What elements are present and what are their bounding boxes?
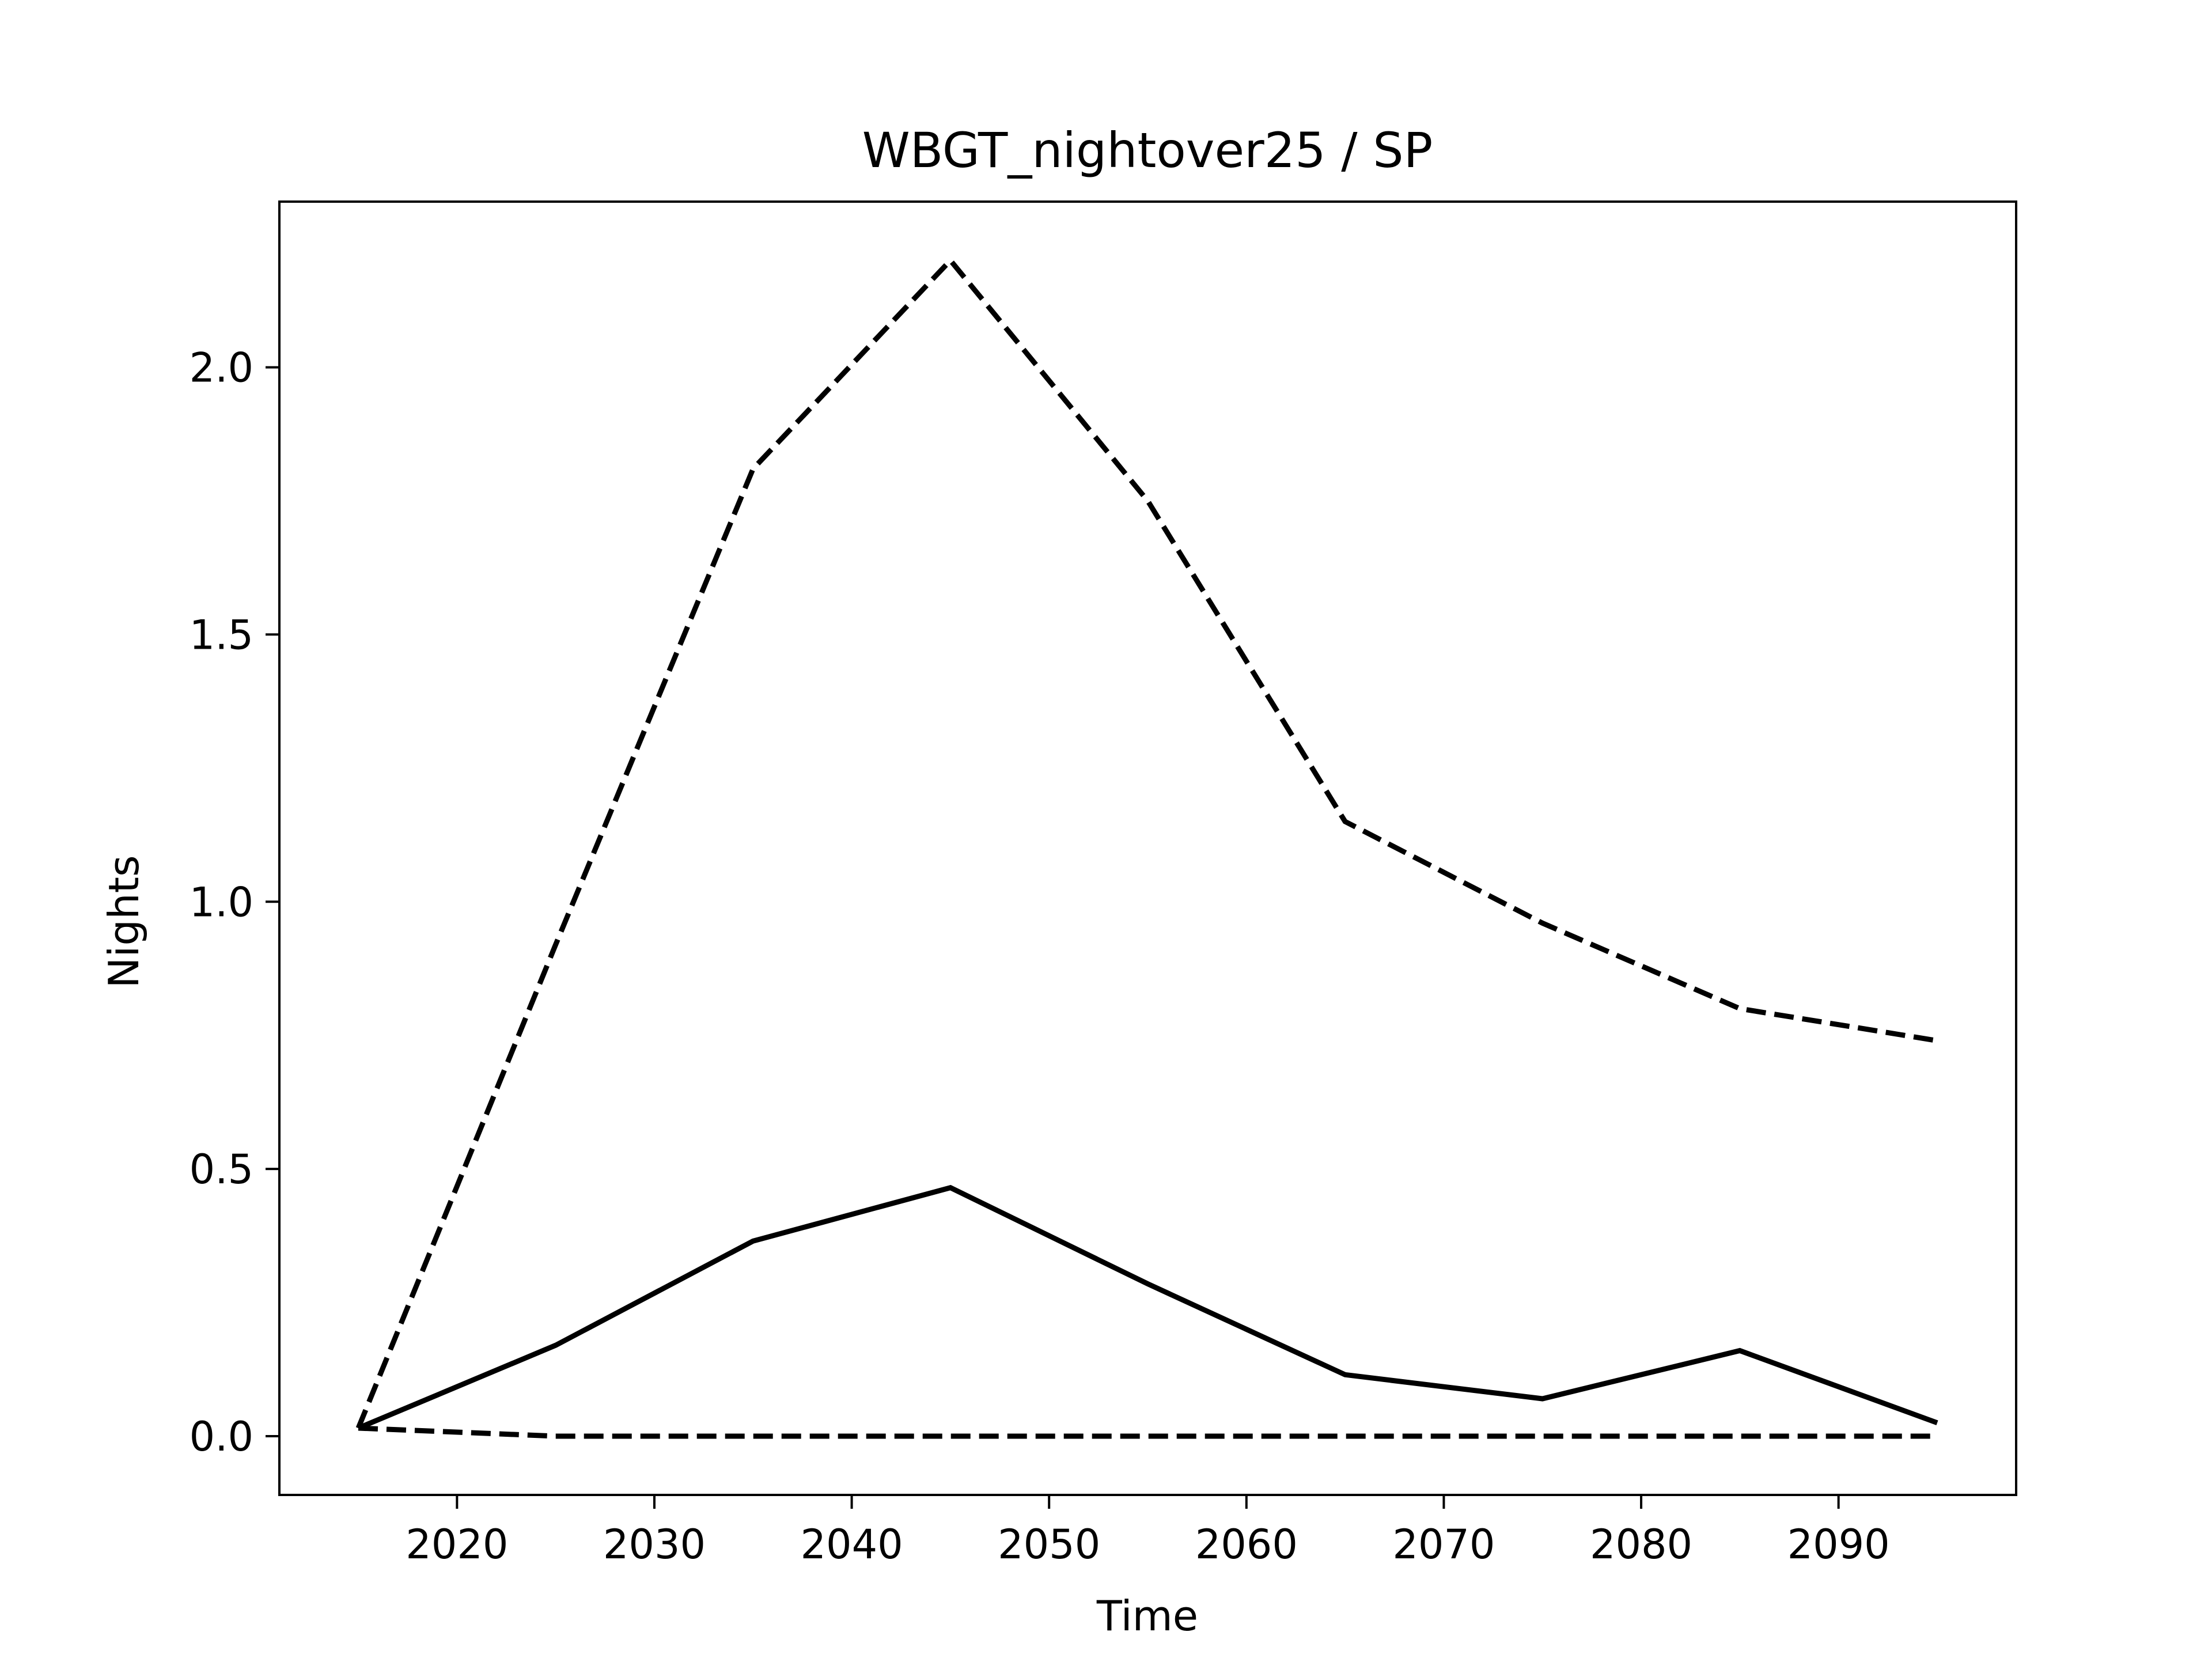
y-tick-label: 1.0 <box>190 879 253 926</box>
x-tick-label: 2080 <box>1590 1521 1692 1568</box>
x-tick-label: 2020 <box>406 1521 508 1568</box>
plot-area <box>278 200 2017 1496</box>
x-axis: 2020 2030 2040 2050 2060 2070 2080 2090 <box>406 1495 1890 1568</box>
series-line-3 <box>358 1425 1937 1439</box>
y-tick-label: 0.0 <box>190 1413 253 1460</box>
x-tick-label: 2040 <box>801 1521 903 1568</box>
x-tick-label: 2050 <box>998 1521 1100 1568</box>
x-tick-label: 2090 <box>1787 1521 1890 1568</box>
x-tick-label: 2030 <box>603 1521 706 1568</box>
y-tick-label: 0.5 <box>190 1146 253 1193</box>
x-tick-label: 2060 <box>1195 1521 1298 1568</box>
plot-frame <box>278 200 2017 1496</box>
y-axis: 0.0 0.5 1.0 1.5 2.0 <box>190 344 279 1460</box>
y-tick-label: 1.5 <box>190 611 253 658</box>
x-tick-label: 2070 <box>1392 1521 1495 1568</box>
x-axis-label: Time <box>1096 1592 1198 1640</box>
y-axis-label: Nights <box>100 855 148 989</box>
series-line-2 <box>355 256 1938 1429</box>
chart-title: WBGT_nightover25 / SP <box>862 122 1433 179</box>
series-line-1 <box>357 1184 1938 1431</box>
y-tick-label: 2.0 <box>190 344 253 392</box>
